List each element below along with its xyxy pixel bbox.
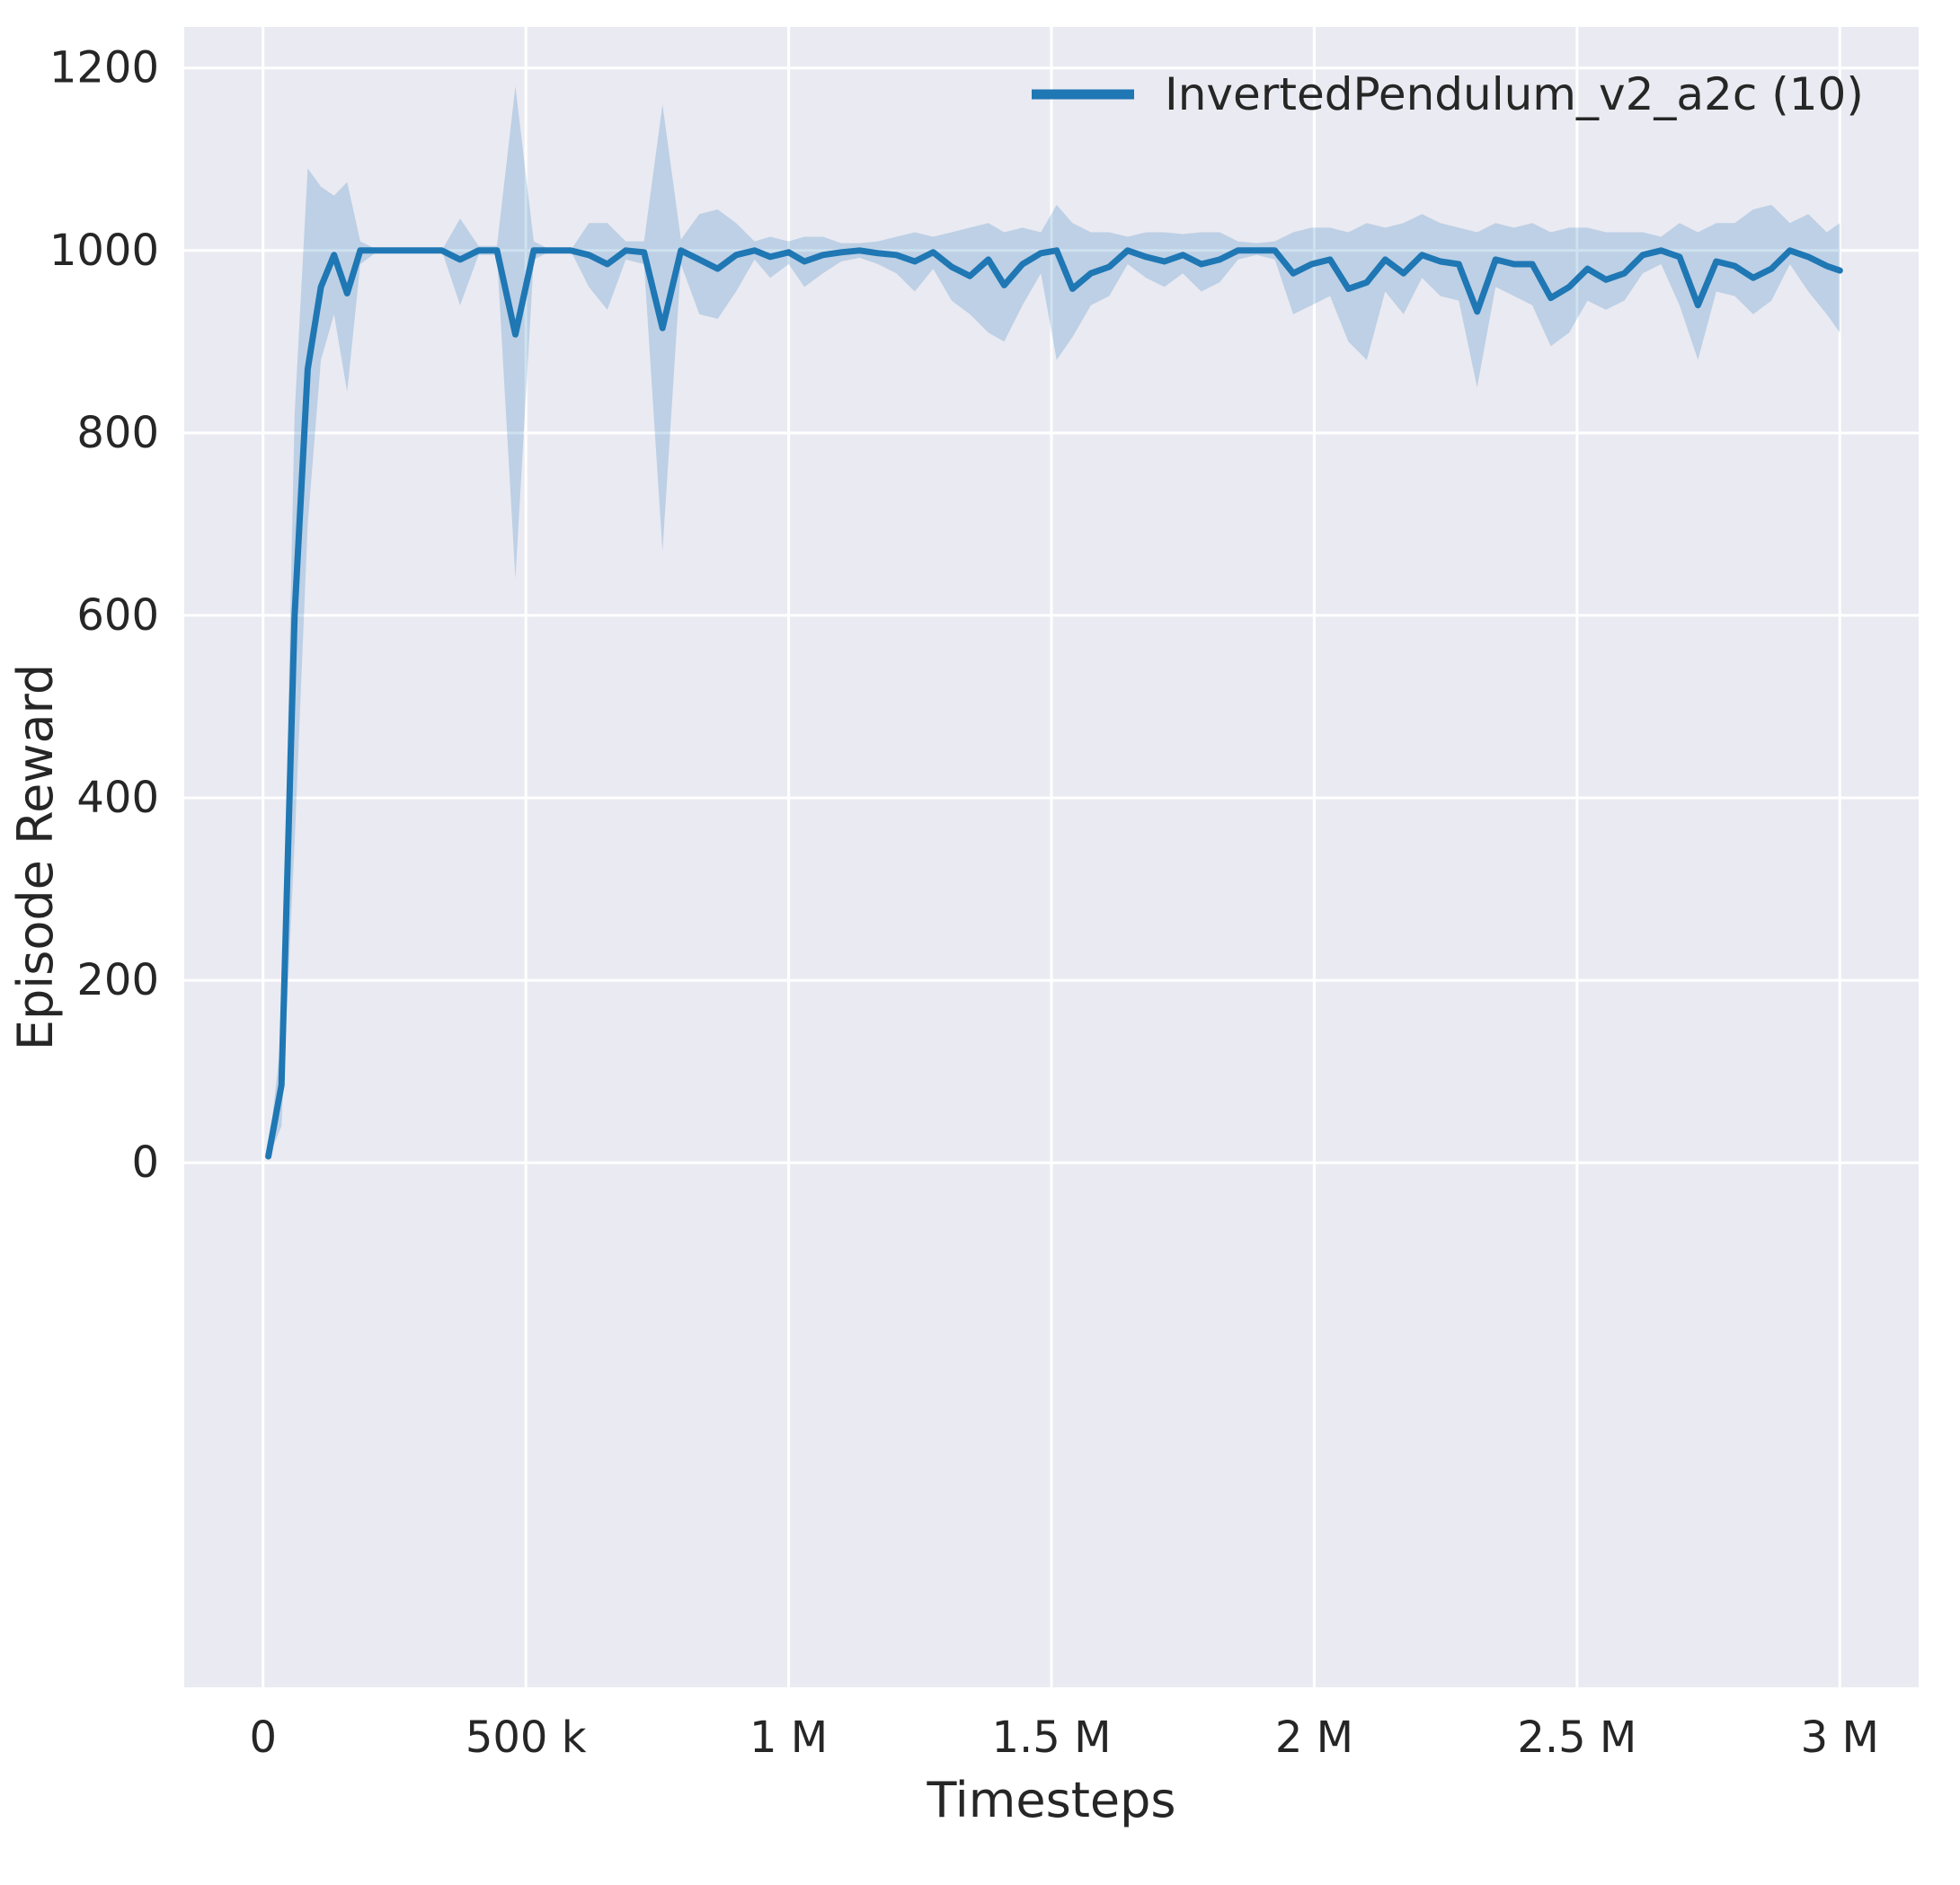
x-tick-labels: 0 500 k 1 M 1.5 M 2 M 2.5 M 3 M [249, 1712, 1878, 1763]
y-tick-label: 800 [76, 408, 159, 458]
y-tick-label: 600 [76, 590, 159, 641]
x-tick-label: 2.5 M [1517, 1712, 1636, 1763]
y-tick-label: 1200 [49, 43, 159, 93]
x-tick-label: 1 M [749, 1712, 828, 1763]
confidence-band [268, 86, 1840, 1159]
x-tick-label: 0 [249, 1712, 277, 1763]
legend: InvertedPendulum_v2_a2c (10) [1032, 68, 1864, 120]
x-tick-label: 500 k [466, 1712, 587, 1763]
x-tick-label: 3 M [1801, 1712, 1879, 1763]
y-axis-label: Episode Reward [7, 664, 64, 1050]
y-tick-label: 0 [131, 1137, 159, 1188]
x-axis-label: Timesteps [926, 1772, 1175, 1828]
mean-line [265, 247, 1843, 1160]
y-tick-label: 1000 [49, 226, 159, 276]
x-tick-label: 1.5 M [991, 1712, 1111, 1763]
y-tick-label: 200 [76, 955, 159, 1005]
x-tick-label: 2 M [1275, 1712, 1353, 1763]
legend-label: InvertedPendulum_v2_a2c (10) [1165, 68, 1864, 120]
y-tick-label: 400 [76, 773, 159, 823]
y-tick-labels: 0 200 400 600 800 1000 1200 [49, 43, 159, 1188]
gridlines [184, 27, 1919, 1687]
